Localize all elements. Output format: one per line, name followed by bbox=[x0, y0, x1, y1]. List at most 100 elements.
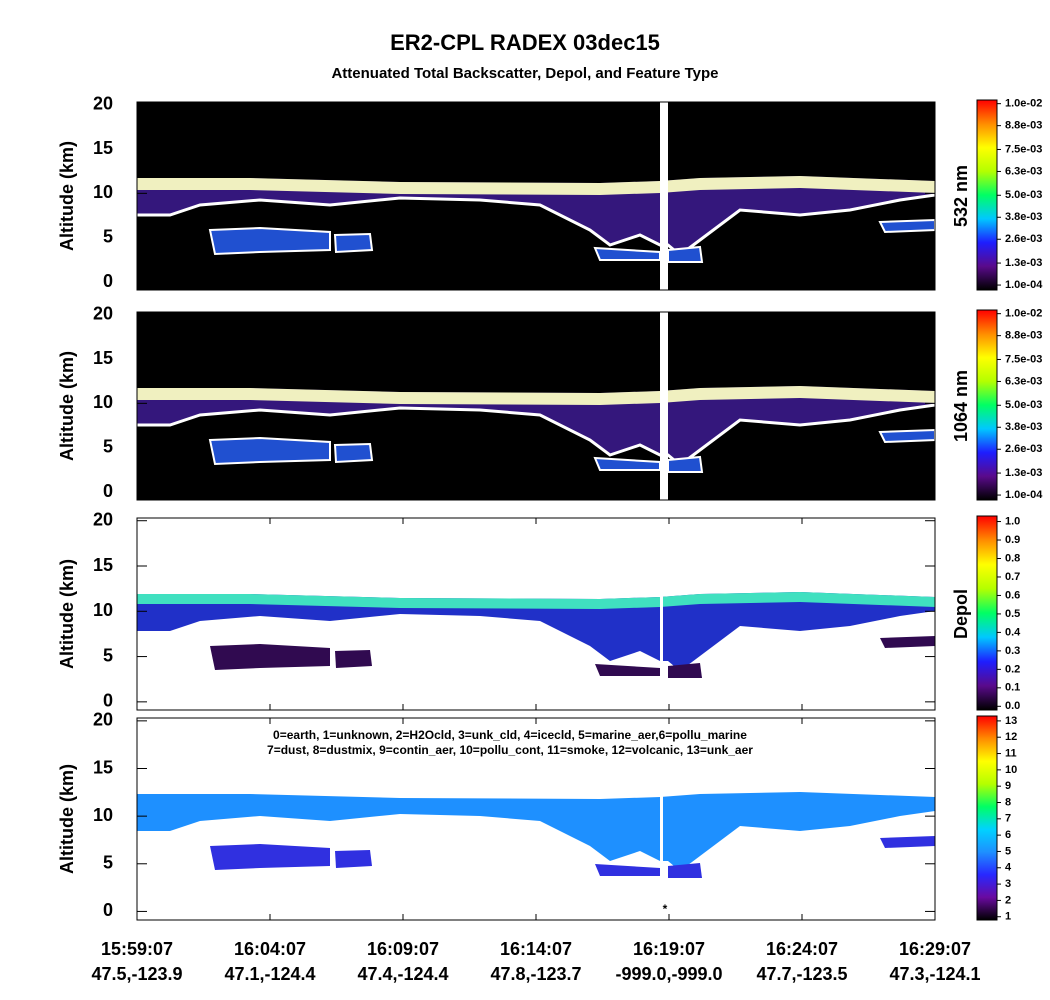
colorbar-tick-label: 3.8e-03 bbox=[1005, 211, 1042, 223]
data-gap bbox=[660, 518, 663, 710]
y-tick-label: 10 bbox=[93, 392, 113, 412]
y-axis-label: Altitude (km) bbox=[57, 351, 77, 461]
colorbar-tick-label: 8.8e-03 bbox=[1005, 120, 1042, 132]
colorbar-tick-label: 13 bbox=[1005, 715, 1017, 727]
y-tick-label: 15 bbox=[93, 138, 113, 158]
data-gap bbox=[660, 312, 668, 500]
y-axis-label: Altitude (km) bbox=[57, 764, 77, 874]
curtain bbox=[137, 518, 935, 710]
colorbar-tick-label: 4 bbox=[1005, 862, 1012, 874]
colorbar-tick-label: 2.6e-03 bbox=[1005, 443, 1042, 455]
curtain bbox=[137, 718, 935, 920]
cloud-patch bbox=[667, 455, 704, 473]
colorbar-tick-label: 1.0e-04 bbox=[1005, 489, 1043, 501]
colorbar-tick-label: 1.0e-04 bbox=[1005, 279, 1043, 291]
cloud-edge bbox=[137, 193, 936, 257]
x-tick-label: 16:29:07 bbox=[899, 939, 971, 959]
y-tick-label: 15 bbox=[93, 348, 113, 368]
x-tick-label: 16:09:07 bbox=[367, 939, 439, 959]
x-tick-label: 16:14:07 bbox=[500, 939, 572, 959]
colorbar bbox=[976, 715, 998, 921]
y-tick-label: 0 bbox=[103, 691, 113, 711]
x-tick-label: 16:04:07 bbox=[234, 939, 306, 959]
y-tick-label: 5 bbox=[103, 645, 113, 665]
colorbar-tick-label: 2 bbox=[1005, 894, 1011, 906]
y-tick-label: 5 bbox=[103, 226, 113, 246]
x-tick-location: 47.5,-123.9 bbox=[91, 964, 182, 984]
feature-legend: 7=dust, 8=dustmix, 9=contin_aer, 10=poll… bbox=[267, 743, 753, 757]
x-tick-label: 15:59:07 bbox=[101, 939, 173, 959]
colorbar-tick-label: 0.4 bbox=[1005, 626, 1021, 638]
depol-patch bbox=[210, 644, 330, 670]
cloud-patch bbox=[878, 218, 936, 234]
y-tick-label: 20 bbox=[93, 303, 113, 323]
colorbar-tick-label: 0.7 bbox=[1005, 571, 1020, 583]
colorbar-tick-label: 0.5 bbox=[1005, 608, 1020, 620]
colorbar-tick-label: 1.0e-02 bbox=[1005, 308, 1042, 320]
x-tick-label: 16:24:07 bbox=[766, 939, 838, 959]
colorbar-tick-label: 0.3 bbox=[1005, 645, 1020, 657]
colorbar-tick-label: 5.0e-03 bbox=[1005, 189, 1042, 201]
figure-subtitle: Attenuated Total Backscatter, Depol, and… bbox=[331, 65, 718, 82]
colorbar-tick-label: 0.1 bbox=[1005, 682, 1020, 694]
x-tick-label: 16:19:07 bbox=[633, 939, 705, 959]
feature-patch bbox=[595, 864, 660, 876]
y-tick-label: 20 bbox=[93, 509, 113, 529]
colorbar bbox=[976, 309, 998, 501]
colorbar-tick-label: 1.3e-03 bbox=[1005, 257, 1042, 269]
depol-patch bbox=[668, 663, 702, 678]
colorbar-tick-label: 0.9 bbox=[1005, 534, 1020, 546]
colorbar-label: Depol bbox=[951, 589, 971, 639]
colorbar-tick-label: 1.0 bbox=[1005, 515, 1020, 527]
colorbar-tick-label: 0.6 bbox=[1005, 589, 1020, 601]
curtain bbox=[137, 102, 936, 290]
y-tick-label: 20 bbox=[93, 93, 113, 113]
colorbar-tick-label: 7.5e-03 bbox=[1005, 143, 1042, 155]
cloud-patch bbox=[667, 245, 704, 263]
figure-title: ER2-CPL RADEX 03dec15 bbox=[390, 30, 660, 55]
feature-patch bbox=[210, 844, 330, 870]
colorbar bbox=[976, 515, 998, 711]
depol-patch bbox=[880, 636, 935, 648]
colorbar-tick-label: 5.0e-03 bbox=[1005, 399, 1042, 411]
cloud-edge bbox=[137, 403, 936, 467]
feature-patch bbox=[668, 863, 702, 878]
colorbar-tick-label: 10 bbox=[1005, 764, 1017, 776]
y-tick-label: 0 bbox=[103, 900, 113, 920]
colorbar-tick-label: 3.8e-03 bbox=[1005, 421, 1042, 433]
colorbar-tick-label: 0.8 bbox=[1005, 552, 1020, 564]
colorbar-tick-label: 0.2 bbox=[1005, 663, 1020, 675]
x-tick-location: 47.7,-123.5 bbox=[756, 964, 847, 984]
y-tick-label: 15 bbox=[93, 555, 113, 575]
cloud-patch bbox=[333, 442, 374, 464]
colorbar bbox=[976, 99, 998, 291]
colorbar-tick-label: 7.5e-03 bbox=[1005, 353, 1042, 365]
cloud-layer bbox=[137, 176, 935, 255]
colorbar-tick-label: 7 bbox=[1005, 813, 1011, 825]
colorbar-tick-label: 6 bbox=[1005, 829, 1011, 841]
colorbar-tick-label: 1.0e-02 bbox=[1005, 98, 1042, 110]
data-gap bbox=[660, 718, 663, 920]
colorbar-tick-label: 3 bbox=[1005, 878, 1011, 890]
y-axis-label: Altitude (km) bbox=[57, 559, 77, 669]
colorbar-tick-label: 8.8e-03 bbox=[1005, 330, 1042, 342]
y-tick-label: 5 bbox=[103, 436, 113, 456]
colorbar-tick-label: 1 bbox=[1005, 911, 1011, 923]
y-tick-label: 10 bbox=[93, 805, 113, 825]
x-tick-location: 47.8,-123.7 bbox=[490, 964, 581, 984]
data-gap bbox=[660, 102, 668, 290]
depol-patch bbox=[335, 650, 372, 668]
y-axis-label: Altitude (km) bbox=[57, 141, 77, 251]
curtain bbox=[137, 312, 936, 500]
cloud-patch bbox=[208, 436, 331, 466]
x-tick-location: -999.0,-999.0 bbox=[615, 964, 722, 984]
feature-patch bbox=[880, 836, 935, 848]
cloud-core bbox=[137, 386, 935, 405]
colorbar-tick-label: 5 bbox=[1005, 845, 1011, 857]
colorbar-tick-label: 12 bbox=[1005, 731, 1017, 743]
feature-patch bbox=[335, 850, 372, 868]
colorbar-tick-label: 6.3e-03 bbox=[1005, 165, 1042, 177]
colorbar-label: 532 nm bbox=[951, 165, 971, 227]
cloud-core bbox=[137, 176, 935, 195]
